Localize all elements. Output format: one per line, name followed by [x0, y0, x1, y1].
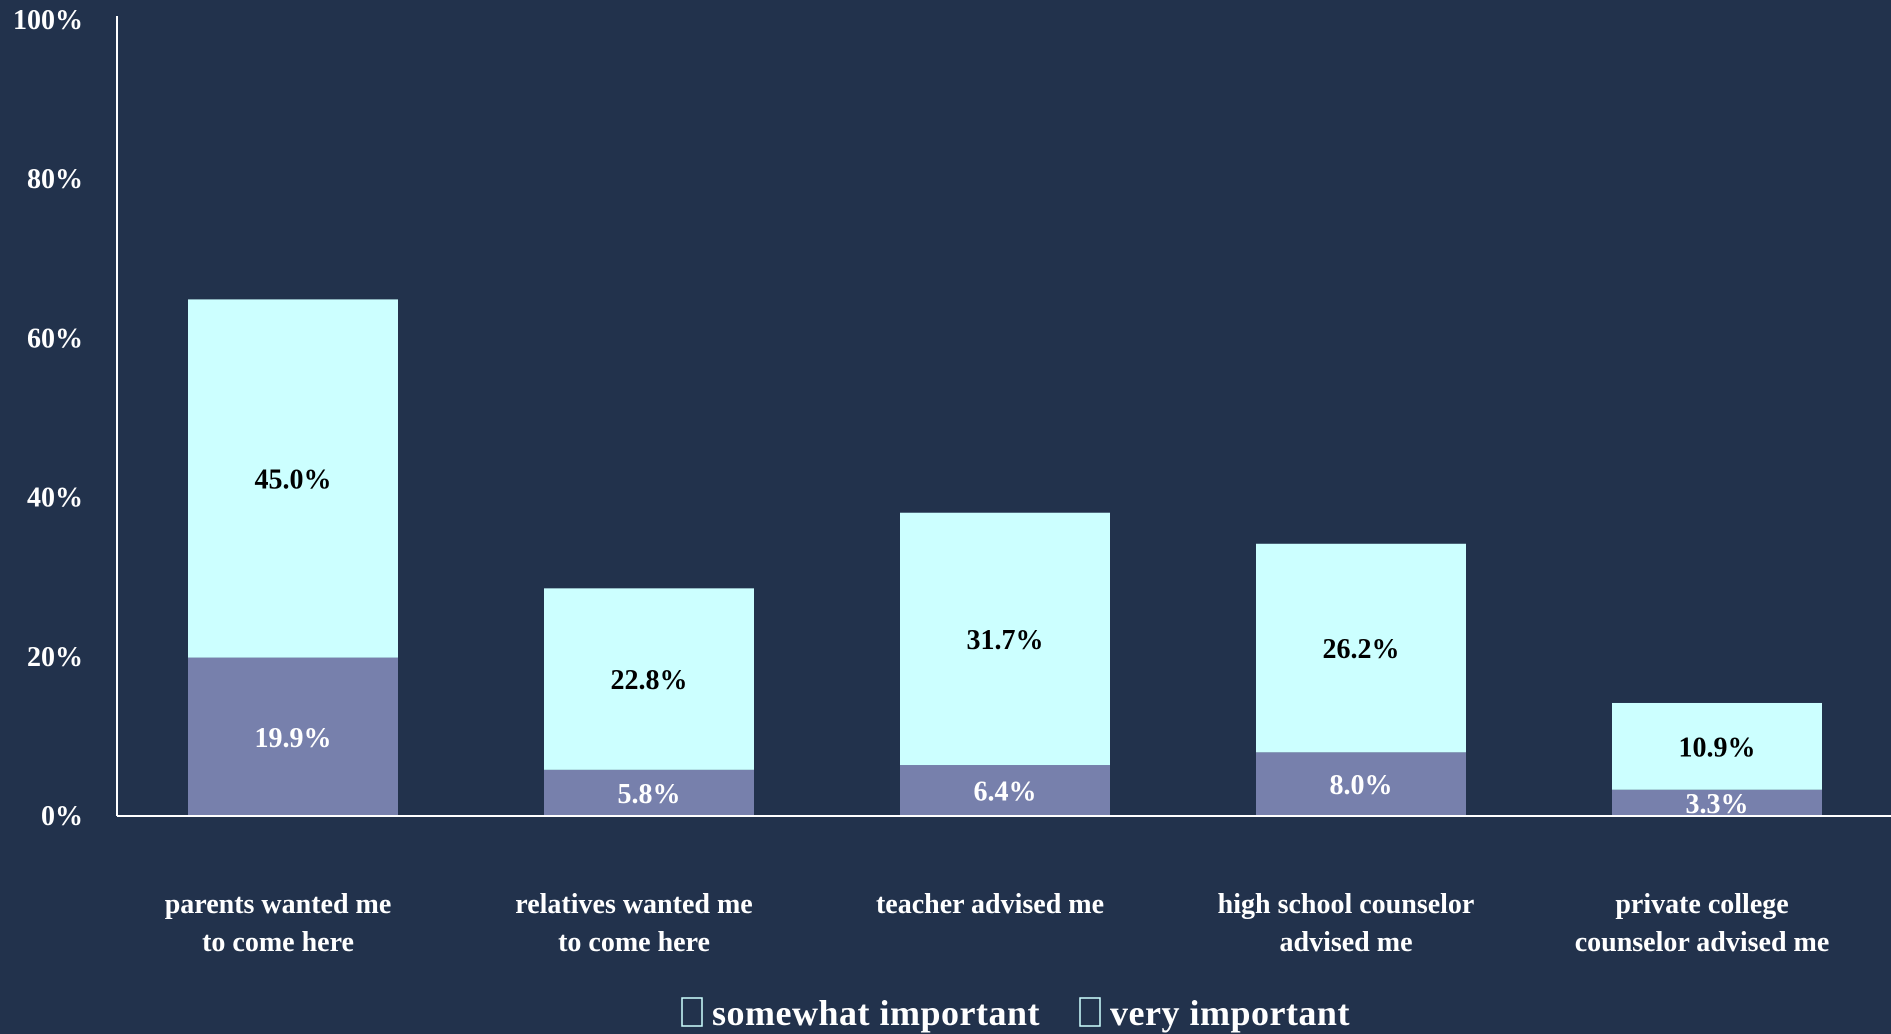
- data-label: 6.4%: [974, 777, 1037, 808]
- bar-segment: [188, 657, 398, 816]
- bar-segment: [544, 769, 754, 816]
- bar-segment: [1256, 543, 1466, 753]
- x-tick-label: to come here: [202, 927, 354, 958]
- y-tick-label: 0%: [41, 801, 83, 832]
- legend-label: somewhat important: [712, 993, 1040, 1033]
- data-label: 10.9%: [1679, 732, 1756, 763]
- data-label: 5.8%: [618, 779, 681, 810]
- data-label: 26.2%: [1323, 634, 1400, 665]
- bar-segment: [1612, 702, 1822, 790]
- x-category-labels: parents wanted me to come here relatives w…: [165, 889, 1830, 958]
- data-label: 3.3%: [1686, 789, 1749, 820]
- data-label: 22.8%: [611, 665, 688, 696]
- bar-segment: [188, 299, 398, 658]
- bars-layer: [188, 299, 1822, 816]
- x-tick-label: counselor advised me: [1575, 927, 1830, 958]
- y-tick-label: 20%: [27, 642, 83, 673]
- legend-swatch: [681, 997, 703, 1027]
- y-tick-labels: 0% 20% 40% 60% 80% 100%: [13, 5, 83, 832]
- y-tick-label: 80%: [27, 164, 83, 195]
- axes-layer: [116, 16, 1891, 817]
- data-label: 19.9%: [255, 723, 332, 754]
- legend-label: very important: [1110, 993, 1350, 1033]
- x-tick-label: to come here: [558, 927, 710, 958]
- bar-segment: [1256, 752, 1466, 816]
- bar-segment: [1612, 789, 1822, 816]
- data-label: 45.0%: [255, 464, 332, 495]
- x-tick-label: teacher advised me: [876, 889, 1104, 920]
- legend-swatch: [1079, 997, 1101, 1027]
- legend: somewhat important very important: [681, 993, 1350, 1033]
- bar-segment: [544, 588, 754, 770]
- x-tick-label: relatives wanted me: [515, 889, 752, 920]
- bar-segment: [900, 512, 1110, 766]
- x-tick-label: private college: [1615, 889, 1788, 920]
- y-tick-label: 40%: [27, 483, 83, 514]
- data-label: 31.7%: [967, 625, 1044, 656]
- x-tick-label: high school counselor: [1218, 889, 1475, 920]
- y-tick-label: 60%: [27, 323, 83, 354]
- x-tick-label: parents wanted me: [165, 889, 392, 920]
- y-tick-label: 100%: [13, 5, 83, 36]
- bar-segment: [900, 765, 1110, 816]
- x-tick-label: advised me: [1280, 927, 1413, 958]
- data-labels-layer: 19.9% 45.0% 5.8% 22.8% 6.4% 31.7% 8.0% 26.2% 3.3…: [255, 464, 1756, 819]
- data-label: 8.0%: [1330, 770, 1393, 801]
